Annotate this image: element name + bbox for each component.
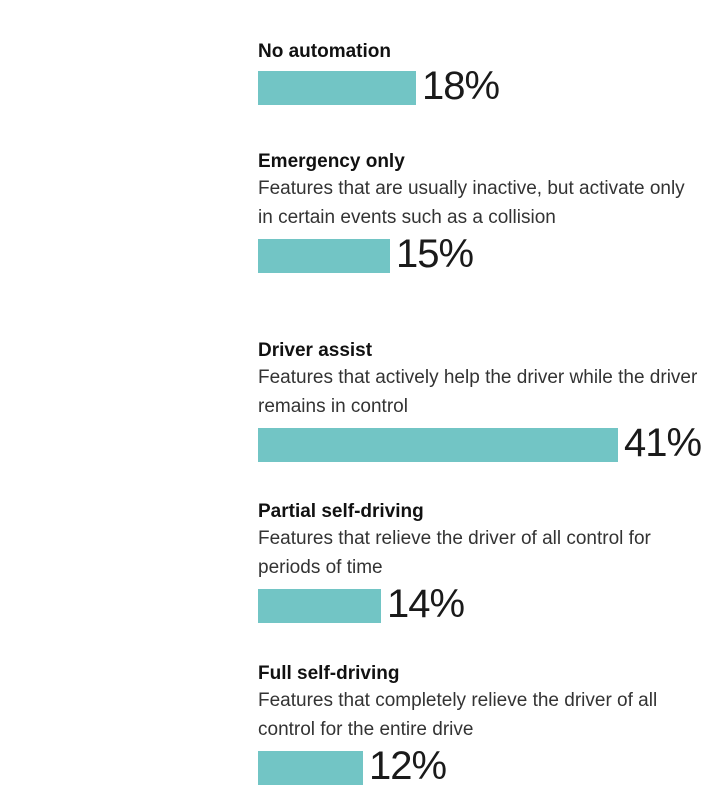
- category-title: Driver assist: [258, 340, 373, 361]
- category-title: Emergency only: [258, 151, 405, 172]
- bar-row: 14%: [258, 582, 718, 626]
- value-label: 15%: [396, 232, 474, 276]
- category-description: Features that completely relieve the dri…: [258, 690, 658, 740]
- category-title: Partial self-driving: [258, 501, 424, 522]
- category-title: No automation: [258, 41, 391, 62]
- bar-row: 41%: [258, 421, 718, 465]
- bar: [258, 428, 618, 462]
- bar: [258, 751, 363, 785]
- category-description: Features that are usually inactive, but …: [258, 178, 685, 228]
- category-group: Driver assist Features that actively help…: [258, 339, 718, 465]
- value-label: 41%: [624, 421, 702, 465]
- category-group: Partial self-driving Features that reliev…: [258, 500, 718, 626]
- bar-row: 12%: [258, 744, 718, 788]
- bar-row: 18%: [258, 64, 718, 108]
- value-label: 18%: [422, 64, 500, 108]
- category-group: Emergency only Features that are usually …: [258, 150, 718, 276]
- category-description: Features that relieve the driver of all …: [258, 528, 651, 578]
- value-label: 14%: [387, 582, 465, 626]
- bar-row: 15%: [258, 232, 718, 276]
- value-label: 12%: [369, 744, 447, 788]
- category-group: Full self-driving Features that completel…: [258, 662, 718, 788]
- category-title: Full self-driving: [258, 663, 400, 684]
- bar: [258, 589, 381, 623]
- category-group: No automation 18%: [258, 40, 718, 108]
- bar: [258, 239, 390, 273]
- category-description: Features that actively help the driver w…: [258, 367, 698, 417]
- bar: [258, 71, 416, 105]
